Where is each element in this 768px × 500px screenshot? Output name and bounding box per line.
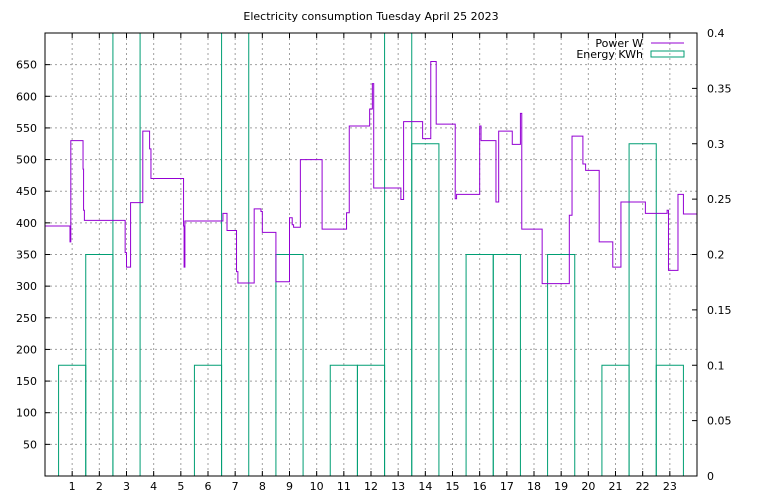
energy-bar	[492, 254, 521, 476]
x-tick-label: 3	[123, 480, 130, 493]
x-tick-label: 8	[259, 480, 266, 493]
x-tick-label: 23	[663, 480, 677, 493]
y2-tick-label: 0.3	[707, 138, 725, 151]
y-tick-label: 150	[16, 375, 37, 388]
power-series	[45, 60, 697, 285]
y2-tick-label: 0.15	[707, 304, 732, 317]
x-tick-label: 7	[232, 480, 239, 493]
legend-box-energy	[650, 50, 685, 58]
y-tick-label: 650	[16, 59, 37, 72]
y-axis-ticks: 50 100 150 200 250 300 350 400 450 500 550 600 650	[16, 59, 50, 451]
x-tick-label: 15	[446, 480, 460, 493]
y2-tick-label: 0.2	[707, 249, 725, 262]
energy-bar	[411, 143, 440, 476]
y2-tick-label: 0	[707, 470, 714, 483]
x-tick-label: 1	[69, 480, 76, 493]
y2-tick-label: 0.35	[707, 82, 732, 95]
y-tick-label: 550	[16, 122, 37, 135]
x-tick-label: 16	[473, 480, 487, 493]
x-tick-label: 2	[96, 480, 103, 493]
y2-tick-label: 0.05	[707, 415, 732, 428]
energy-bar	[547, 254, 576, 476]
x-tick-label: 20	[581, 480, 595, 493]
y2-tick-label: 0.4	[707, 27, 725, 40]
power-line	[45, 60, 697, 285]
x-tick-label: 13	[391, 480, 405, 493]
x-tick-label: 19	[554, 480, 568, 493]
energy-bar	[655, 364, 684, 476]
x-tick-label: 18	[527, 480, 541, 493]
energy-bar	[275, 254, 304, 476]
x-tick-label: 5	[177, 480, 184, 493]
y2-axis-ticks: 0 0.05 0.1 0.15 0.2 0.25 0.3 0.35 0.4	[692, 27, 732, 483]
y-tick-label: 50	[23, 438, 37, 451]
chart-title: Electricity consumption Tuesday April 25…	[243, 10, 498, 23]
y-tick-label: 100	[16, 407, 37, 420]
x-tick-label: 6	[205, 480, 212, 493]
y-tick-label: 300	[16, 280, 37, 293]
x-tick-label: 10	[310, 480, 324, 493]
y-tick-label: 450	[16, 185, 37, 198]
y-tick-label: 250	[16, 312, 37, 325]
x-tick-label: 14	[418, 480, 432, 493]
x-tick-label: 4	[150, 480, 157, 493]
y-tick-label: 400	[16, 217, 37, 230]
y-tick-label: 500	[16, 154, 37, 167]
x-tick-label: 22	[636, 480, 650, 493]
energy-bar	[465, 254, 494, 476]
y-tick-label: 600	[16, 90, 37, 103]
x-tick-label: 9	[286, 480, 293, 493]
x-tick-label: 21	[609, 480, 623, 493]
plot-frame	[44, 32, 698, 477]
grid	[45, 33, 697, 476]
x-axis-ticks: 1 2 3 4 5 6 7 8 9 10 11 12 13 14 15 16 17 18 19 20 21 22 23	[69, 33, 677, 493]
y-tick-label: 350	[16, 249, 37, 262]
legend-label-energy: Energy KWh	[576, 48, 643, 61]
x-tick-label: 11	[337, 480, 351, 493]
x-tick-label: 17	[500, 480, 514, 493]
legend: Power W Energy KWh	[576, 37, 685, 61]
y2-tick-label: 0.1	[707, 359, 725, 372]
energy-bar	[85, 254, 114, 476]
y-tick-label: 200	[16, 343, 37, 356]
x-tick-label: 12	[364, 480, 378, 493]
legend-label-power: Power W	[595, 37, 643, 50]
y2-tick-label: 0.25	[707, 193, 732, 206]
energy-bar	[628, 143, 657, 476]
